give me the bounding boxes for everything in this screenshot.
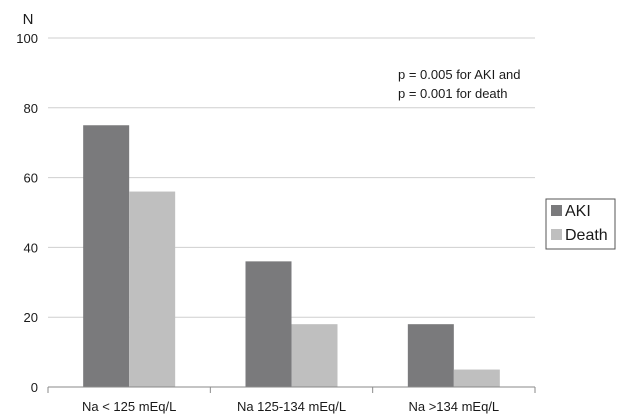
y-tick-label: 100	[16, 31, 38, 46]
legend-label: Death	[565, 227, 608, 244]
bar-death-3	[453, 369, 500, 387]
annotation-line-1: p = 0.005 for AKI and	[398, 67, 521, 82]
x-axis	[47, 386, 536, 393]
p-value-annotation: p = 0.005 for AKI and p = 0.001 for deat…	[398, 67, 521, 101]
bar-aki-2	[245, 261, 292, 387]
legend: AKI Death	[545, 198, 616, 250]
category-label: Na 125-134 mEq/L	[237, 399, 346, 414]
y-tick-labels: 0 20 40 60 80 100	[16, 31, 38, 395]
y-tick-label: 40	[24, 240, 38, 255]
y-tick-label: 60	[24, 171, 38, 186]
category-label: Na >134 mEq/L	[408, 399, 499, 414]
category-labels: Na < 125 mEq/L Na 125-134 mEq/L Na >134 mE…	[82, 399, 499, 414]
legend-swatch	[551, 229, 562, 240]
legend-label: AKI	[565, 203, 591, 220]
y-tick-label: 20	[24, 310, 38, 325]
bars	[83, 125, 500, 387]
bar-death-1	[129, 191, 176, 387]
bar-aki-1	[83, 125, 130, 387]
y-tick-label: 80	[24, 101, 38, 116]
annotation-line-2: p = 0.001 for death	[398, 86, 508, 101]
category-label: Na < 125 mEq/L	[82, 399, 176, 414]
y-tick-label: 0	[31, 380, 38, 395]
y-axis-label: N	[23, 11, 34, 28]
bar-death-2	[291, 324, 338, 387]
bar-aki-3	[407, 324, 454, 387]
legend-swatch	[551, 205, 562, 216]
